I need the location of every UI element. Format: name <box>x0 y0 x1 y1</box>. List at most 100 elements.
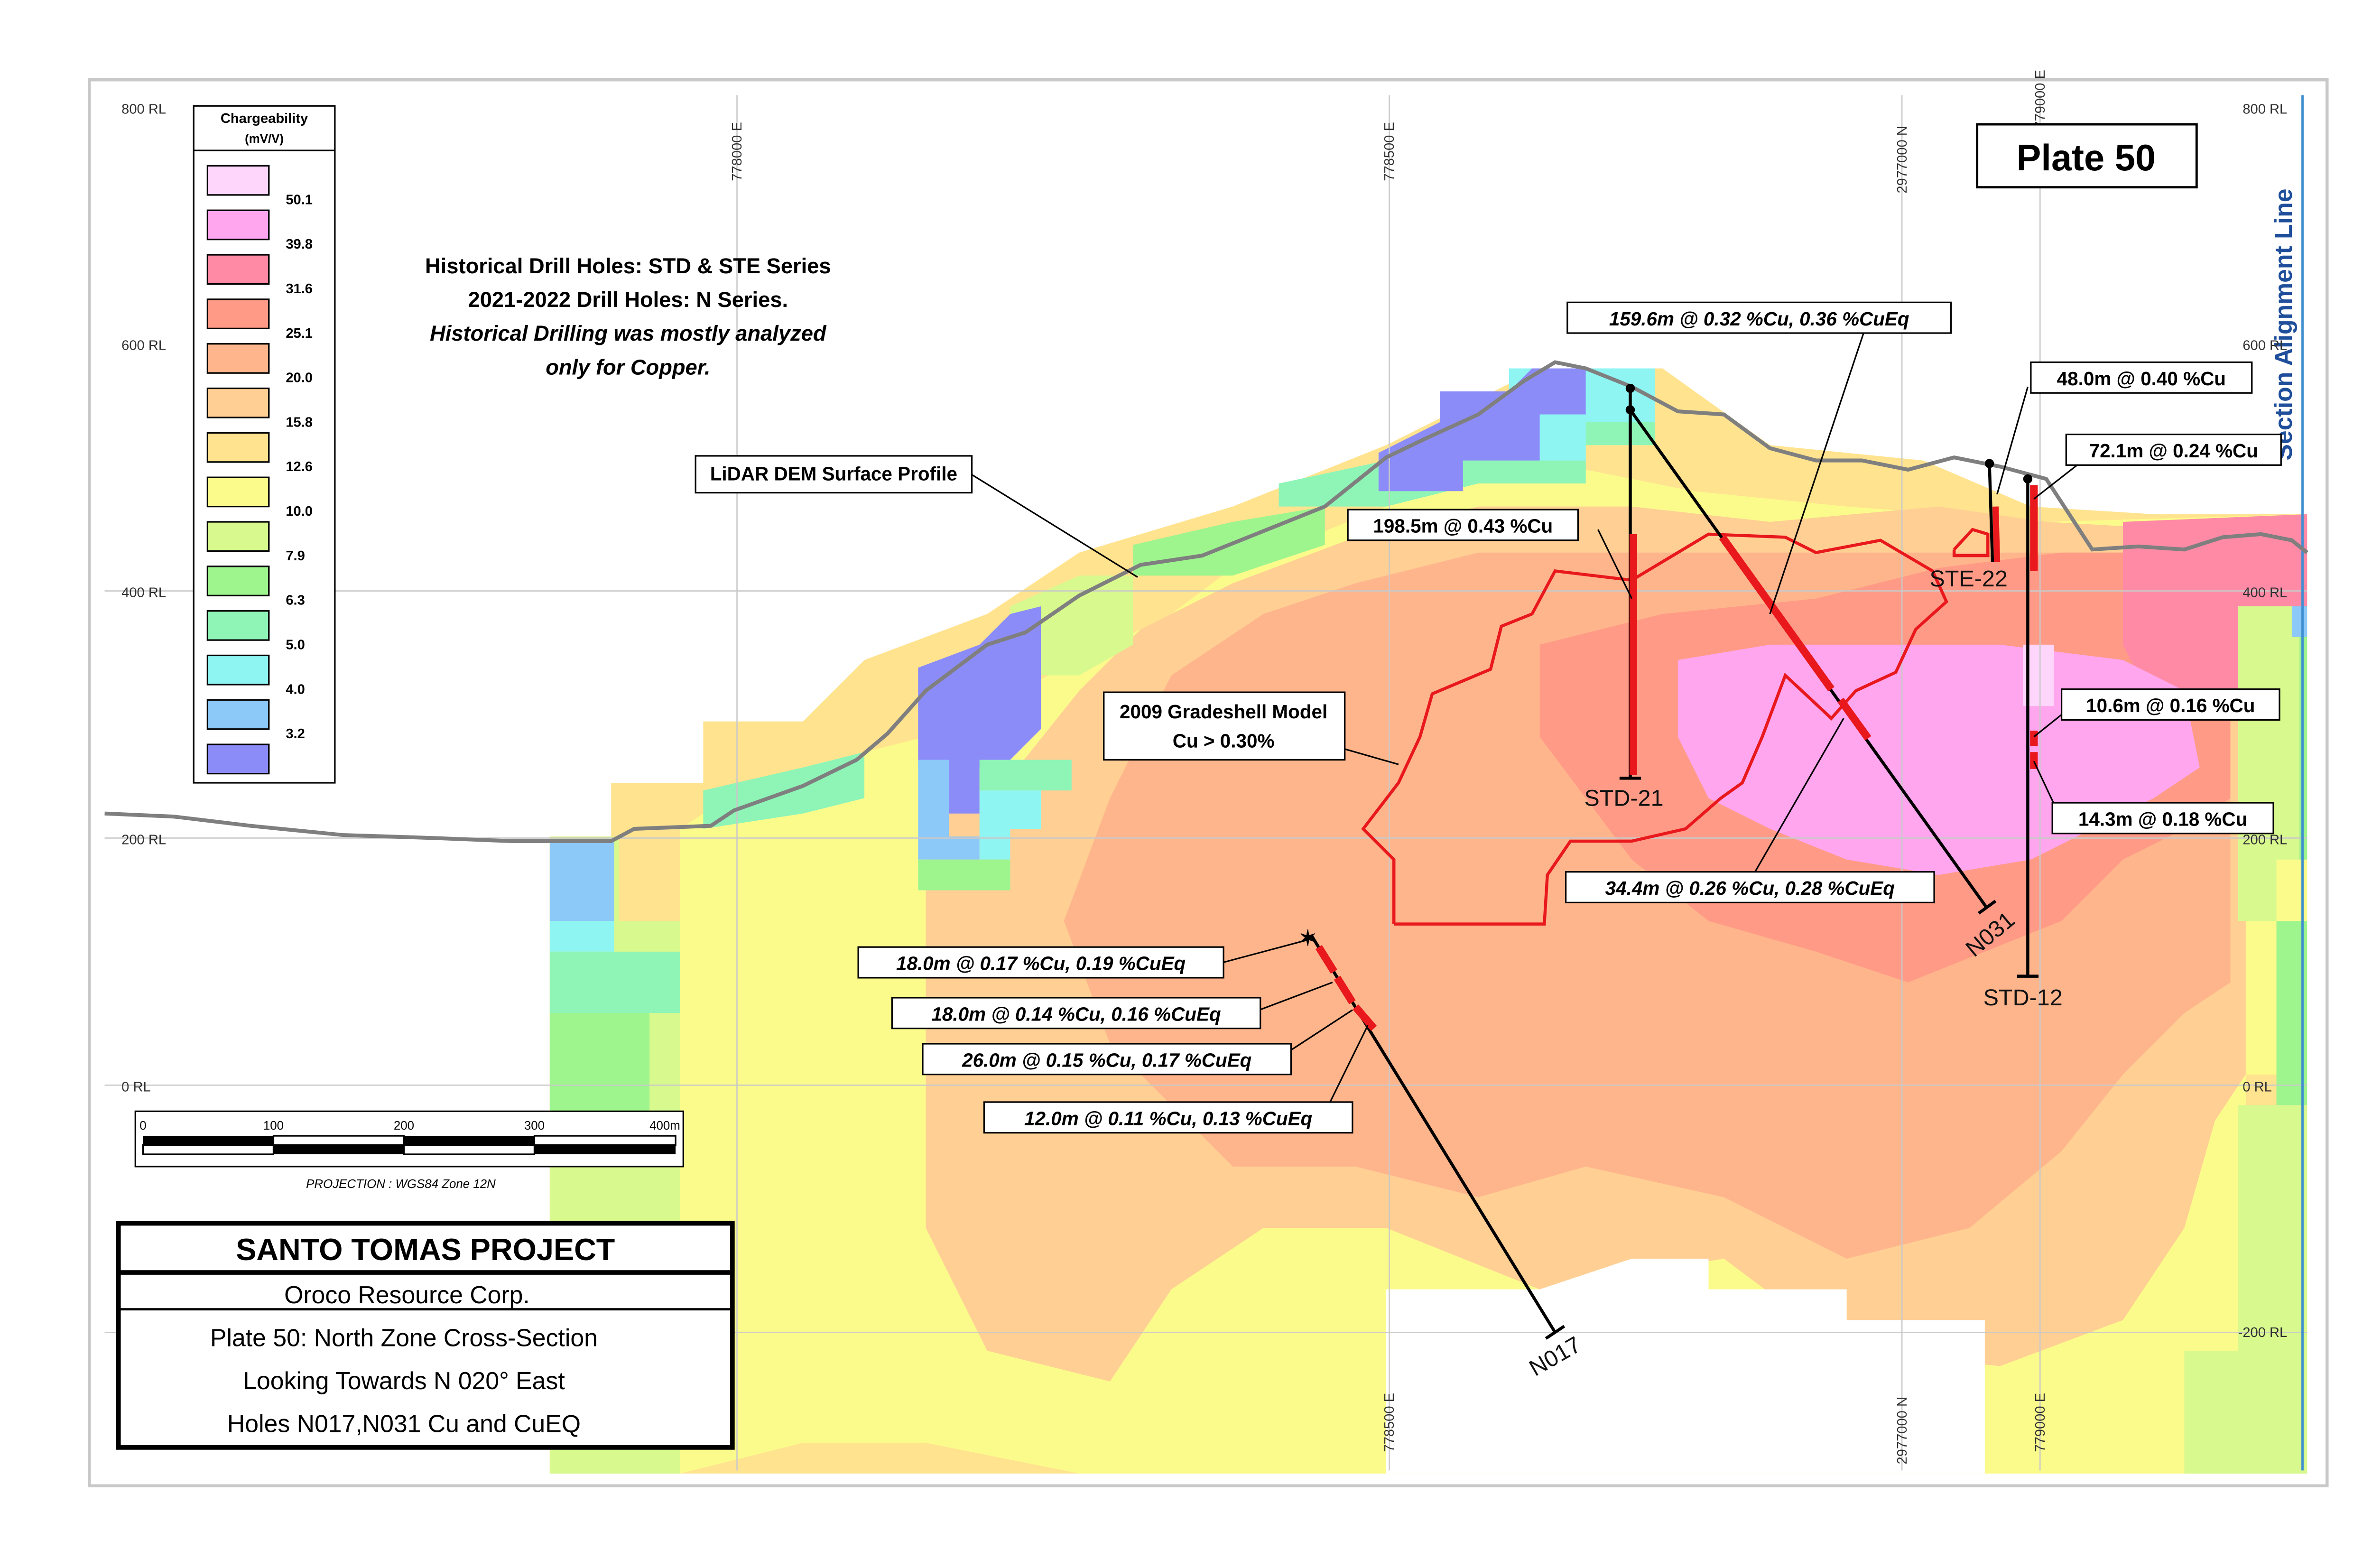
chargeability-legend: Chargeability (mV/V) 50.1 39.8 31.6 25.1 20.… <box>193 105 336 784</box>
drillhole-ste22 <box>1984 459 2001 562</box>
legend-swatch <box>206 432 270 463</box>
grid-labels-top: 778000 E 778500 E 2977000 N 779000 E <box>730 70 2048 194</box>
legend-break-label: 12.6 <box>286 459 313 474</box>
grid-2977000-bottom: 2977000 N <box>1895 1397 1910 1464</box>
rl-400-left: 400 RL <box>121 585 166 601</box>
legend-swatch <box>206 387 270 418</box>
callout-n017-c: 26.0m @ 0.15 %Cu, 0.17 %CuEq <box>962 1049 1251 1071</box>
rl-200-right: 200 RL <box>2242 832 2287 847</box>
scale-tick-400: 400m <box>649 1119 680 1132</box>
grid-778000-top: 778000 E <box>730 122 745 181</box>
legend-swatch <box>206 165 270 196</box>
rl-200-left: 200 RL <box>121 832 166 847</box>
legend-title: Chargeability <box>221 111 308 126</box>
callout-n031-lower: 34.4m @ 0.26 %Cu, 0.28 %CuEq <box>1605 877 1895 899</box>
plate-badge-box <box>1976 123 2198 189</box>
legend-break-label: 7.9 <box>286 548 305 564</box>
legend-swatch <box>206 566 270 596</box>
grid-778500-bottom: 778500 E <box>1382 1393 1397 1452</box>
callout-n031-upper: 159.6m @ 0.32 %Cu, 0.36 %CuEq <box>1609 308 1909 330</box>
callout-ste22-interval: 48.0m @ 0.40 %Cu <box>2057 368 2226 390</box>
scale-bar: 0 100 200 300 400m PROJECTION : WGS84 Zo… <box>134 1110 684 1191</box>
scale-tick-200: 200 <box>394 1119 414 1132</box>
rl-600-right: 600 RL <box>2242 338 2287 353</box>
grid-779000-bottom: 779000 E <box>2033 1393 2048 1452</box>
grid-2977000-top: 2977000 N <box>1895 126 1910 193</box>
section-alignment-label: Section Alignment Line <box>2270 188 2297 460</box>
scale-tick-100: 100 <box>263 1119 284 1132</box>
legend-swatches <box>206 165 270 775</box>
grid-779000-top: 779000 E <box>2033 70 2048 129</box>
drillhole-n031 <box>1625 405 1997 915</box>
legend-break-label: 3.2 <box>286 726 305 742</box>
legend-break-label: 6.3 <box>286 593 305 608</box>
legend-break-label: 50.1 <box>286 192 313 207</box>
callout-n017-b: 18.0m @ 0.14 %Cu, 0.16 %CuEq <box>931 1003 1221 1025</box>
legend-break-label: 10.0 <box>286 504 313 519</box>
grid-778500-top: 778500 E <box>1382 122 1397 181</box>
legend-swatch <box>206 254 270 285</box>
legend-swatch <box>206 743 270 775</box>
note-line2: 2021-2022 Drill Holes: N Series. <box>468 288 788 312</box>
note-line1: Historical Drill Holes: STD & STE Series <box>425 254 831 278</box>
note-line3: Historical Drilling was mostly analyzed <box>430 321 827 345</box>
title-company: Oroco Resource Corp. <box>284 1281 530 1308</box>
legend-units: (mV/V) <box>245 132 284 146</box>
note-line4: only for Copper. <box>546 355 710 379</box>
title-block: SANTO TOMAS PROJECT Oroco Resource Corp.… <box>116 1221 735 1450</box>
legend-break-label: 4.0 <box>286 682 305 697</box>
drillhole-n017: ✶ <box>1299 926 1566 1340</box>
drillhole-std12 <box>2017 474 2039 978</box>
label-ste22: STE-22 <box>1929 566 2007 592</box>
callouts: LiDAR DEM Surface Profile 2009 Gradeshel… <box>695 301 2282 1134</box>
scale-tick-0: 0 <box>139 1119 146 1132</box>
legend-swatch <box>206 654 270 686</box>
rl-0-right: 0 RL <box>2242 1079 2271 1095</box>
legend-break-label: 15.8 <box>286 415 313 430</box>
rl-labels-right: 800 RL 600 RL 400 RL 200 RL 0 RL -200 RL <box>2238 102 2288 1340</box>
legend-swatch <box>206 476 270 508</box>
title-line3: Holes N017,N031 Cu and CuEQ <box>227 1410 581 1438</box>
legend-break-label: 31.6 <box>286 281 313 297</box>
rl-minus200-right: -200 RL <box>2238 1325 2288 1340</box>
callout-n017-a: 18.0m @ 0.17 %Cu, 0.19 %CuEq <box>896 953 1186 974</box>
callout-std12-upper: 72.1m @ 0.24 %Cu <box>2089 440 2258 462</box>
legend-swatch <box>206 610 270 641</box>
rl-600-left: 600 RL <box>121 338 166 353</box>
legend-swatch <box>206 343 270 374</box>
drillhole-std21 <box>1619 383 1641 780</box>
callout-gradeshell-line2: Cu > 0.30% <box>1173 730 1275 752</box>
title-line1: Plate 50: North Zone Cross-Section <box>210 1324 598 1351</box>
legend-swatch <box>206 699 270 730</box>
n017-collar-mark: ✶ <box>1299 926 1317 950</box>
callout-n017-d: 12.0m @ 0.11 %Cu, 0.13 %CuEq <box>1024 1107 1312 1129</box>
rl-800-right: 800 RL <box>2242 102 2287 117</box>
legend-break-label: 20.0 <box>286 371 313 386</box>
legend-break-label: 39.8 <box>286 237 313 252</box>
legend-swatch <box>206 521 270 552</box>
rl-400-right: 400 RL <box>2242 585 2287 601</box>
drilling-notes: Historical Drill Holes: STD & STE Series… <box>425 254 831 380</box>
title-project: SANTO TOMAS PROJECT <box>236 1232 615 1267</box>
legend-breaks: 50.1 39.8 31.6 25.1 20.0 15.8 12.6 10.0 7.9 6.3 5.… <box>286 192 313 742</box>
legend-break-label: 25.1 <box>286 326 313 341</box>
plate-badge: Plate 50 <box>2017 138 2156 178</box>
callout-std21-interval: 198.5m @ 0.43 %Cu <box>1373 515 1553 537</box>
leader-lines <box>968 328 2084 1113</box>
projection-label: PROJECTION : WGS84 Zone 12N <box>306 1178 496 1191</box>
legend-swatch <box>206 209 270 241</box>
label-std21: STD-21 <box>1584 786 1663 811</box>
label-std12: STD-12 <box>1983 985 2063 1011</box>
callout-gradeshell-line1: 2009 Gradeshell Model <box>1120 701 1327 723</box>
legend-break-label: 5.0 <box>286 638 305 653</box>
scale-tick-300: 300 <box>524 1119 545 1132</box>
grid-labels-bottom: 778500 E 2977000 N 779000 E <box>1382 1393 2048 1465</box>
rl-800-left: 800 RL <box>121 102 166 117</box>
rl-labels-left: 800 RL 600 RL 400 RL 200 RL 0 RL <box>121 102 166 1095</box>
callout-lidar: LiDAR DEM Surface Profile <box>710 463 957 485</box>
lidar-surface-profile <box>104 360 2308 843</box>
callout-std12-lower: 14.3m @ 0.18 %Cu <box>2078 808 2247 830</box>
legend-swatch <box>206 298 270 329</box>
